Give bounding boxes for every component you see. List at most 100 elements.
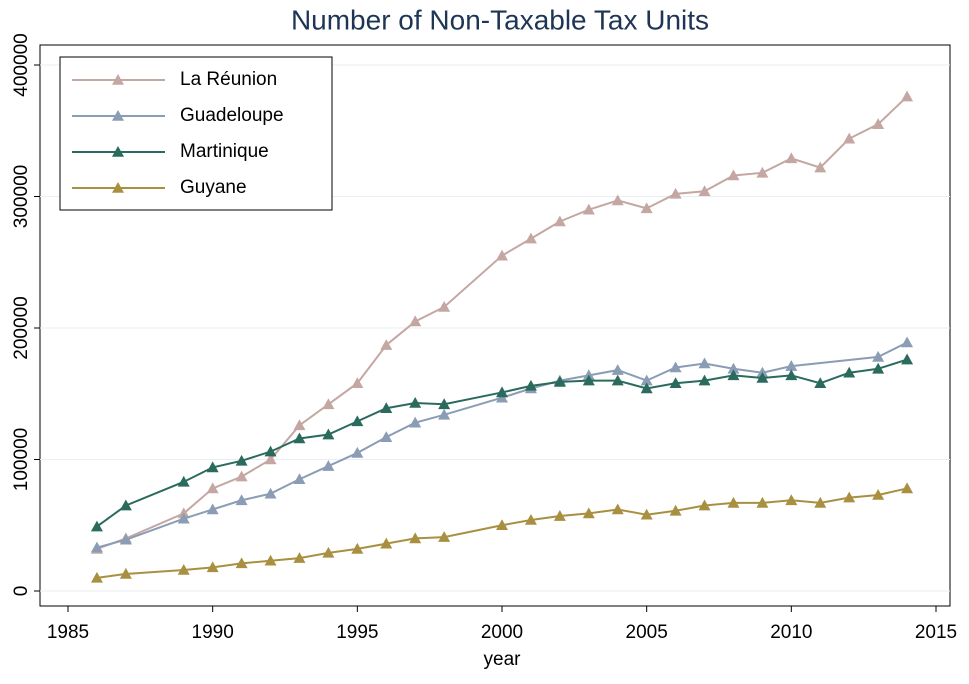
y-tick-label: 100000 [11, 428, 32, 491]
marker [814, 161, 827, 173]
marker [322, 546, 335, 558]
marker [409, 416, 422, 428]
legend-marker [112, 74, 124, 85]
marker [119, 567, 132, 579]
marker [524, 513, 537, 525]
legend-marker [112, 110, 124, 121]
marker [380, 339, 393, 350]
marker [611, 374, 624, 386]
marker [669, 187, 682, 199]
marker [582, 203, 595, 215]
marker [409, 532, 422, 544]
marker [496, 519, 508, 531]
marker [264, 554, 277, 566]
marker [727, 362, 740, 374]
marker [438, 408, 451, 420]
marker [409, 396, 422, 408]
x-tick-label: 2000 [481, 622, 523, 643]
marker [206, 561, 219, 573]
marker [90, 541, 103, 553]
marker [438, 531, 451, 542]
marker [177, 512, 190, 524]
marker [438, 300, 451, 312]
marker [90, 571, 103, 583]
marker [235, 494, 248, 506]
marker [322, 428, 335, 440]
marker [785, 152, 798, 164]
marker [351, 377, 364, 389]
marker [756, 496, 769, 508]
marker [872, 489, 885, 500]
legend-marker [112, 182, 124, 193]
plot-frame [39, 44, 951, 607]
legend-label: Martinique [180, 141, 269, 162]
marker [206, 461, 219, 473]
marker [669, 504, 682, 516]
marker [814, 377, 827, 389]
marker [611, 194, 624, 206]
marker [640, 508, 653, 520]
marker [264, 487, 277, 499]
x-tick-label: 1990 [192, 622, 234, 643]
marker [727, 369, 740, 381]
y-tick-label: 400000 [11, 33, 32, 96]
marker [553, 510, 566, 521]
marker [380, 402, 393, 414]
marker [351, 446, 364, 458]
marker [582, 374, 595, 386]
x-tick-label: 2005 [626, 622, 668, 643]
marker [698, 357, 711, 369]
marker [872, 350, 885, 362]
legend-label: Guyane [180, 177, 247, 198]
marker [553, 375, 566, 387]
legend-box [59, 56, 333, 211]
marker [698, 499, 711, 511]
marker [524, 379, 537, 391]
marker [669, 377, 682, 389]
marker [553, 215, 566, 227]
marker [264, 453, 277, 465]
marker [785, 360, 798, 371]
marker [322, 398, 335, 410]
marker [206, 503, 219, 515]
marker [438, 398, 451, 410]
marker [814, 496, 827, 508]
marker [235, 470, 248, 482]
marker [611, 364, 624, 375]
marker [901, 336, 914, 348]
marker [901, 353, 914, 365]
x-tick-label: 1985 [47, 622, 89, 643]
marker [177, 475, 190, 487]
marker [293, 432, 306, 444]
y-tick-label: 300000 [11, 165, 32, 228]
marker [119, 533, 132, 545]
marker [901, 482, 914, 494]
x-tick-label: 1995 [336, 622, 378, 643]
x-axis-label: year [484, 649, 522, 670]
y-tick-label: 0 [11, 586, 32, 597]
marker [872, 118, 885, 129]
marker [640, 374, 653, 386]
x-tick-label: 2015 [915, 622, 957, 643]
legend-marker [112, 146, 124, 157]
marker [409, 315, 422, 327]
legend-label: La Réunion [180, 69, 277, 90]
marker [756, 166, 769, 178]
marker [843, 491, 856, 503]
marker [177, 563, 190, 575]
marker [380, 431, 393, 442]
marker [698, 374, 711, 386]
marker [669, 361, 682, 373]
marker [351, 542, 364, 554]
marker [524, 232, 537, 244]
marker [235, 454, 248, 466]
marker [206, 482, 219, 494]
marker [351, 415, 364, 427]
marker [235, 557, 248, 569]
marker [727, 169, 740, 181]
marker [727, 496, 740, 508]
marker [293, 419, 306, 431]
marker [380, 537, 393, 549]
marker [785, 369, 798, 381]
